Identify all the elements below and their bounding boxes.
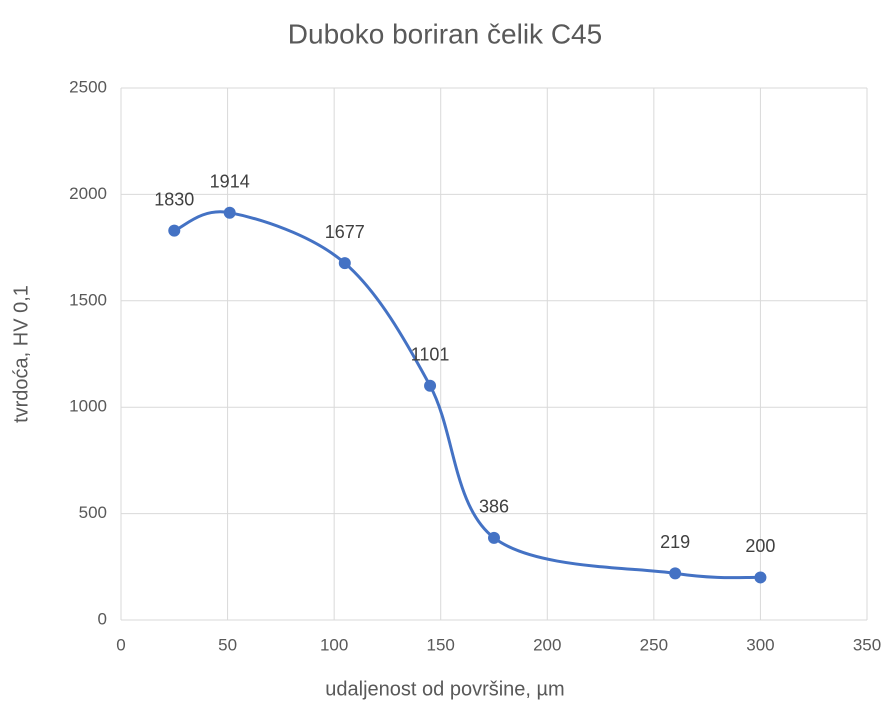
x-tick-label: 250 xyxy=(640,635,668,654)
x-tick-label: 200 xyxy=(533,635,561,654)
y-tick-label: 1500 xyxy=(69,290,107,309)
data-point xyxy=(669,567,682,580)
data-label: 1101 xyxy=(411,344,450,364)
data-label: 1914 xyxy=(210,171,250,191)
y-axis-label: tvrdoća, HV 0,1 xyxy=(10,285,32,423)
y-tick-label: 1000 xyxy=(69,397,107,416)
data-label: 1677 xyxy=(325,222,365,242)
x-tick-label: 100 xyxy=(320,635,348,654)
data-label: 1830 xyxy=(154,189,194,209)
x-tick-label: 150 xyxy=(427,635,455,654)
y-tick-label: 2500 xyxy=(69,77,107,96)
x-tick-label: 300 xyxy=(746,635,774,654)
y-tick-label: 500 xyxy=(79,503,107,522)
series-line xyxy=(173,210,761,580)
x-tick-label: 350 xyxy=(853,635,881,654)
data-label: 219 xyxy=(660,532,690,552)
data-point xyxy=(168,224,181,237)
x-tick-label: 0 xyxy=(116,635,125,654)
data-point xyxy=(338,257,351,270)
data-label: 200 xyxy=(745,536,775,556)
data-point xyxy=(223,206,236,219)
chart-title: Duboko boriran čelik C45 xyxy=(288,18,602,49)
y-tick-label: 0 xyxy=(98,609,107,628)
data-point xyxy=(488,531,500,544)
y-tick-label: 2000 xyxy=(69,184,107,203)
x-tick-label: 50 xyxy=(218,635,237,654)
data-point xyxy=(754,571,767,584)
x-axis-label: udaljenost od površine, µm xyxy=(325,678,564,700)
data-point xyxy=(424,379,437,392)
data-label: 386 xyxy=(479,497,509,517)
